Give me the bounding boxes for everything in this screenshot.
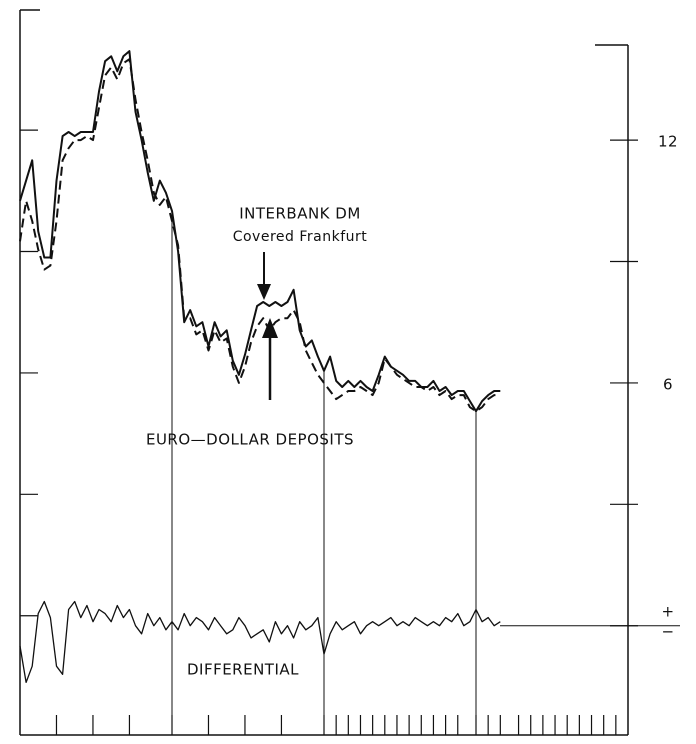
sign-label: + (661, 603, 674, 621)
annotation: Covered Frankfurt (233, 229, 368, 245)
arrow-head (257, 284, 271, 300)
y-tick-label: 6 (663, 375, 673, 393)
series-label: EURO—DOLLAR DEPOSITS (146, 431, 354, 449)
series-label: DIFFERENTIAL (187, 661, 299, 679)
series-line (19, 50, 501, 413)
series-label: INTERBANK DM (239, 205, 361, 223)
series-line (19, 58, 501, 413)
sign-label: − (661, 623, 674, 641)
arrow-head (262, 318, 278, 338)
series-line (19, 600, 501, 684)
y-tick-label: 12 (658, 133, 678, 151)
